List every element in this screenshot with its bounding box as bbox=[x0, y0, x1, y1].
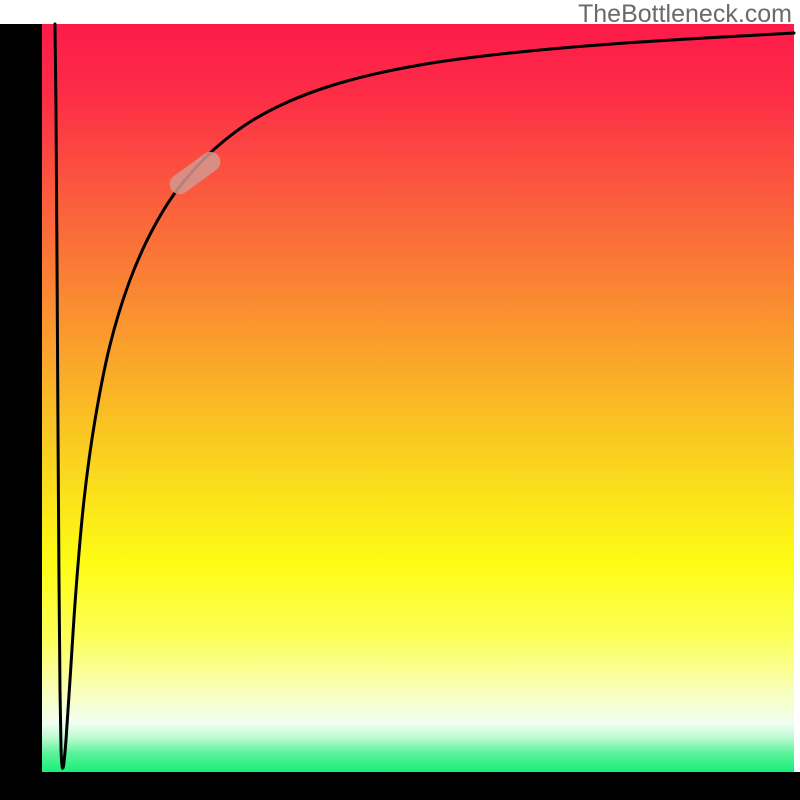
chart-svg-layer bbox=[0, 0, 800, 800]
y-axis bbox=[0, 24, 42, 776]
highlight-marker bbox=[166, 148, 225, 198]
x-axis bbox=[0, 772, 800, 800]
bottleneck-curve bbox=[55, 24, 794, 768]
watermark-text: TheBottleneck.com bbox=[578, 0, 792, 29]
bottleneck-chart: TheBottleneck.com bbox=[0, 0, 800, 800]
